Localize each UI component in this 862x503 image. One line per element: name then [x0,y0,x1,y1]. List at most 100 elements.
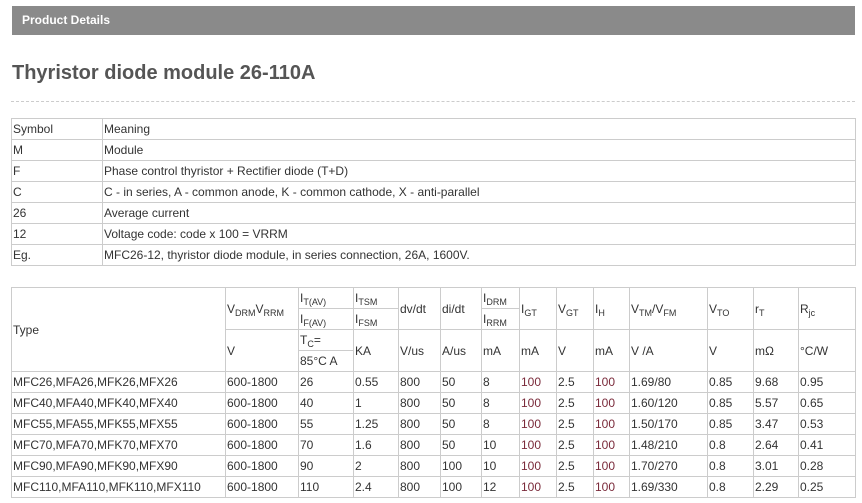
dvdt-cell: 800 [398,392,441,414]
rjc-cell: 0.28 [798,455,856,477]
vtm-cell: 1.69/330 [629,476,708,498]
vdrm-cell: 600-1800 [225,455,299,477]
spec-row: MFC90,MFA90,MFK90,MFX90 600-1800 90 2 800 100… [11,455,856,477]
dvdt-cell: 800 [398,476,441,498]
rt-header: rT [753,287,799,330]
igt-cell: 100 [519,455,557,477]
dvdt-cell: 800 [398,413,441,435]
ih-cell: 100 [593,371,630,393]
rt-cell: 9.68 [753,371,799,393]
vto-cell: 0.85 [707,413,754,435]
vtm-unit: V /A [629,329,708,372]
igt-header: IGT [519,287,557,330]
idrm-cell: 12 [481,476,520,498]
idrm-unit: mA [481,329,520,372]
symbol-row: 26 Average current [11,202,856,224]
itsm-cell: 0.55 [353,371,399,393]
ih-cell: 100 [593,476,630,498]
vtm-cell: 1.50/170 [629,413,708,435]
idrm-header: IDRM [481,287,520,309]
type-cell: MFC70,MFA70,MFK70,MFX70 [11,434,226,456]
igt-unit: mA [519,329,557,372]
ih-unit: mA [593,329,630,372]
itsm-cell: 1 [353,392,399,414]
didt-cell: 100 [440,455,482,477]
ifsm-header: IFSM [353,308,399,330]
ih-cell: 100 [593,455,630,477]
igt-cell: 100 [519,476,557,498]
igt-cell: 100 [519,371,557,393]
vtm-cell: 1.48/210 [629,434,708,456]
symbol-cell: 12 [11,223,103,245]
vdrm-cell: 600-1800 [225,413,299,435]
it-cell: 90 [298,455,354,477]
symbol-cell: C [11,181,103,203]
didt-cell: 50 [440,413,482,435]
vdrm-header: VDRMVRRM [225,287,299,330]
vgt-cell: 2.5 [556,434,594,456]
didt-unit: A/us [440,329,482,372]
type-cell: MFC55,MFA55,MFK55,MFX55 [11,413,226,435]
spec-row: MFC40,MFA40,MFK40,MFX40 600-1800 40 1 800 50 8… [11,392,856,414]
symbol-cell: Eg. [11,244,103,266]
it-cell: 110 [298,476,354,498]
igt-cell: 100 [519,434,557,456]
meaning-cell: MFC26-12, thyristor diode module, in ser… [102,244,856,266]
rt-cell: 3.47 [753,413,799,435]
vgt-unit: V [556,329,594,372]
meaning-cell: Module [102,139,856,161]
itsm-cell: 1.6 [353,434,399,456]
it-cell: 26 [298,371,354,393]
rjc-cell: 0.95 [798,371,856,393]
symbol-row: F Phase control thyristor + Rectifier dio… [11,160,856,182]
vgt-cell: 2.5 [556,392,594,414]
symbol-cell: 26 [11,202,103,224]
rt-unit: mΩ [753,329,799,372]
vto-unit: V [707,329,754,372]
divider [11,101,855,102]
dvdt-cell: 800 [398,434,441,456]
idrm-cell: 8 [481,371,520,393]
symbol-row: Eg. MFC26-12, thyristor diode module, in … [11,244,856,266]
if-header: IF(AV) [298,308,354,330]
meaning-cell: C - in series, A - common anode, K - com… [102,181,856,203]
vtm-cell: 1.69/80 [629,371,708,393]
spec-table: Type VDRMVRRM IT(AV) ITSM dv/dt di/dt ID… [11,287,856,498]
spec-row: MFC70,MFA70,MFK70,MFX70 600-1800 70 1.6 800 5… [11,434,856,456]
rjc-cell: 0.65 [798,392,856,414]
rjc-unit: °C/W [798,329,856,372]
spec-row: MFC26,MFA26,MFK26,MFX26 600-1800 26 0.55 800… [11,371,856,393]
spec-row: MFC110,MFA110,MFK110,MFX110 600-1800 110 2.… [11,476,856,498]
didt-cell: 100 [440,476,482,498]
igt-cell: 100 [519,413,557,435]
vto-cell: 0.8 [707,434,754,456]
it-header: IT(AV) [298,287,354,309]
symbol-row: M Module [11,139,856,161]
vto-cell: 0.85 [707,371,754,393]
product-details-header: Product Details [12,6,855,35]
idrm-cell: 8 [481,413,520,435]
symbol-cell: F [11,160,103,182]
dvdt-header: dv/dt [398,287,441,330]
vtm-cell: 1.70/270 [629,455,708,477]
idrm-cell: 10 [481,455,520,477]
irrm-header: IRRM [481,308,520,330]
meaning-cell: Phase control thyristor + Rectifier diod… [102,160,856,182]
igt-cell: 100 [519,392,557,414]
vgt-cell: 2.5 [556,371,594,393]
symbol-cell: M [11,139,103,161]
vto-cell: 0.8 [707,455,754,477]
vgt-cell: 2.5 [556,413,594,435]
didt-cell: 50 [440,392,482,414]
vto-cell: 0.85 [707,392,754,414]
vto-cell: 0.8 [707,476,754,498]
vdrm-cell: 600-1800 [225,434,299,456]
itsm-unit: KA [353,329,399,372]
ih-header: IH [593,287,630,330]
type-header: Type [11,287,226,372]
symbol-cell: Symbol [11,118,103,140]
ih-cell: 100 [593,392,630,414]
vgt-cell: 2.5 [556,476,594,498]
dvdt-unit: V/us [398,329,441,372]
